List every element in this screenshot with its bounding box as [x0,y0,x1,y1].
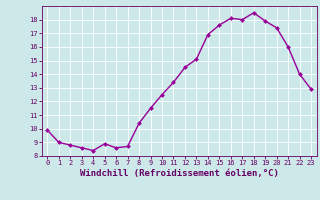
X-axis label: Windchill (Refroidissement éolien,°C): Windchill (Refroidissement éolien,°C) [80,169,279,178]
